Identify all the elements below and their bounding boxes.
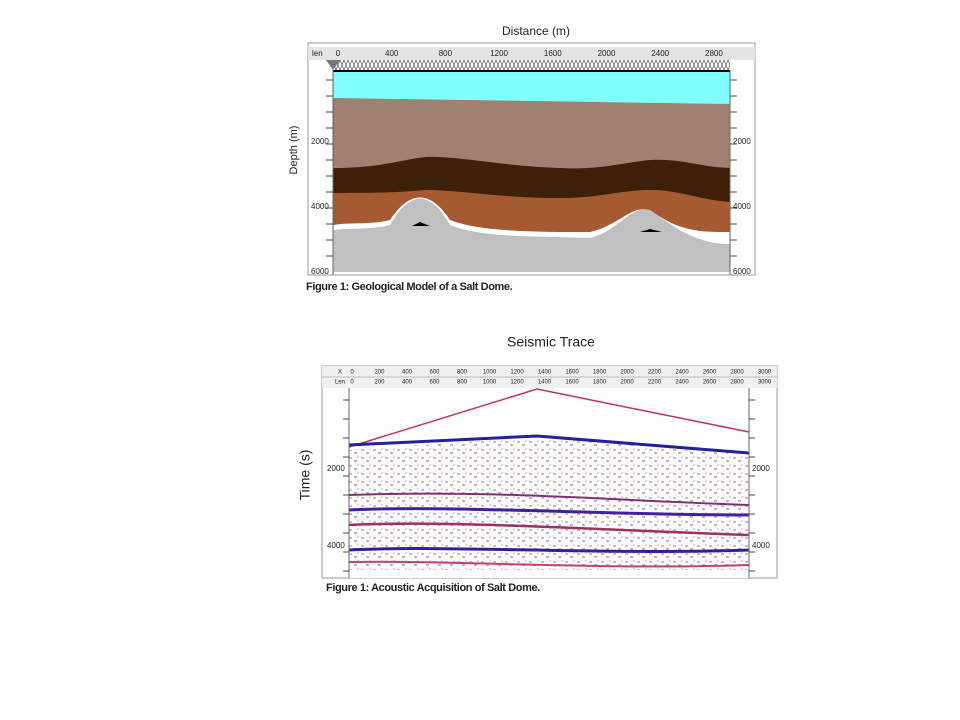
len-tick-label: 600 <box>429 380 440 386</box>
len-tick-label: 1000 <box>483 380 497 386</box>
x-tick-label: 2200 <box>648 370 662 376</box>
ruler-tick-label: 1200 <box>490 49 508 58</box>
time-tick-label: 2000 <box>752 464 770 473</box>
reflector <box>348 522 750 537</box>
x-tick-label: 3000 <box>758 370 772 376</box>
reflector <box>348 547 750 553</box>
reflector <box>348 492 750 506</box>
x-tick-label: 1200 <box>510 370 524 376</box>
caption: Figure 1: Acoustic Acquisition of Salt D… <box>326 582 540 594</box>
ruler-tick-label: 0 <box>336 49 341 58</box>
figure-title: Distance (m) <box>502 24 570 38</box>
depth-tick-label: 2000 <box>733 137 751 146</box>
axis-label: Depth (m) <box>288 126 300 175</box>
x-tick-label: 800 <box>457 370 468 376</box>
len-tick-label: 200 <box>374 380 385 386</box>
len-tick-label: 400 <box>402 380 413 386</box>
row-label: X <box>338 370 342 376</box>
depth-tick-label: 4000 <box>733 202 751 211</box>
len-tick-label: 2200 <box>648 380 662 386</box>
len-tick-label: 1600 <box>565 380 579 386</box>
x-tick-label: 0 <box>350 370 354 376</box>
x-tick-label: 1800 <box>593 370 607 376</box>
ruler-label: len <box>312 49 323 58</box>
ruler-tick-label: 2400 <box>651 49 669 58</box>
depth-tick-label: 2000 <box>311 137 329 146</box>
ruler-tick-label: 2800 <box>705 49 723 58</box>
time-tick-label: 4000 <box>327 541 345 550</box>
x-tick-label: 2400 <box>675 370 689 376</box>
len-tick-label: 1800 <box>593 380 607 386</box>
ruler <box>308 47 755 60</box>
ruler-tick-label: 400 <box>385 49 399 58</box>
len-tick-label: 0 <box>350 380 354 386</box>
x-tick-label: 600 <box>429 370 440 376</box>
x-tick-label: 2800 <box>730 370 744 376</box>
reflector <box>348 434 750 455</box>
x-tick-label: 1400 <box>538 370 552 376</box>
row-label: Len <box>335 380 345 386</box>
len-tick-label: 2000 <box>620 380 634 386</box>
len-tick-label: 2800 <box>730 380 744 386</box>
axis-label: Time (s) <box>297 450 313 501</box>
depth-tick-label: 6000 <box>733 267 751 276</box>
seismic-figure: Seismic Trace Time (s) X Len Figure 1: A… <box>297 334 778 594</box>
time-tick-label: 2000 <box>327 464 345 473</box>
reflector <box>348 560 750 568</box>
caption: Figure 1: Geological Model of a Salt Dom… <box>306 281 513 293</box>
ruler-tick-label: 800 <box>439 49 453 58</box>
x-tick-label: 1000 <box>483 370 497 376</box>
len-tick-label: 2600 <box>703 380 717 386</box>
figure-title: Seismic Trace <box>507 334 595 350</box>
len-tick-label: 3000 <box>758 380 772 386</box>
noise <box>349 437 749 570</box>
len-tick-label: 1400 <box>538 380 552 386</box>
water-layer <box>333 72 730 104</box>
reflector <box>348 507 750 517</box>
len-tick-label: 2400 <box>675 380 689 386</box>
len-tick-label: 1200 <box>510 380 524 386</box>
receivers <box>333 60 730 70</box>
depth-tick-label: 4000 <box>311 202 329 211</box>
ruler-tick-label: 2000 <box>598 49 616 58</box>
x-tick-label: 2000 <box>620 370 634 376</box>
x-tick-label: 1600 <box>565 370 579 376</box>
x-tick-label: 2600 <box>703 370 717 376</box>
time-tick-label: 4000 <box>752 541 770 550</box>
source-marker <box>326 60 340 70</box>
x-tick-label: 200 <box>374 370 385 376</box>
direct-wave <box>348 388 750 448</box>
len-tick-label: 800 <box>457 380 468 386</box>
geological-figure: Distance (m) Depth (m) len Figure 1: Geo… <box>288 24 756 293</box>
x-tick-label: 400 <box>402 370 413 376</box>
depth-tick-label: 6000 <box>311 267 329 276</box>
ruler-tick-label: 1600 <box>544 49 562 58</box>
